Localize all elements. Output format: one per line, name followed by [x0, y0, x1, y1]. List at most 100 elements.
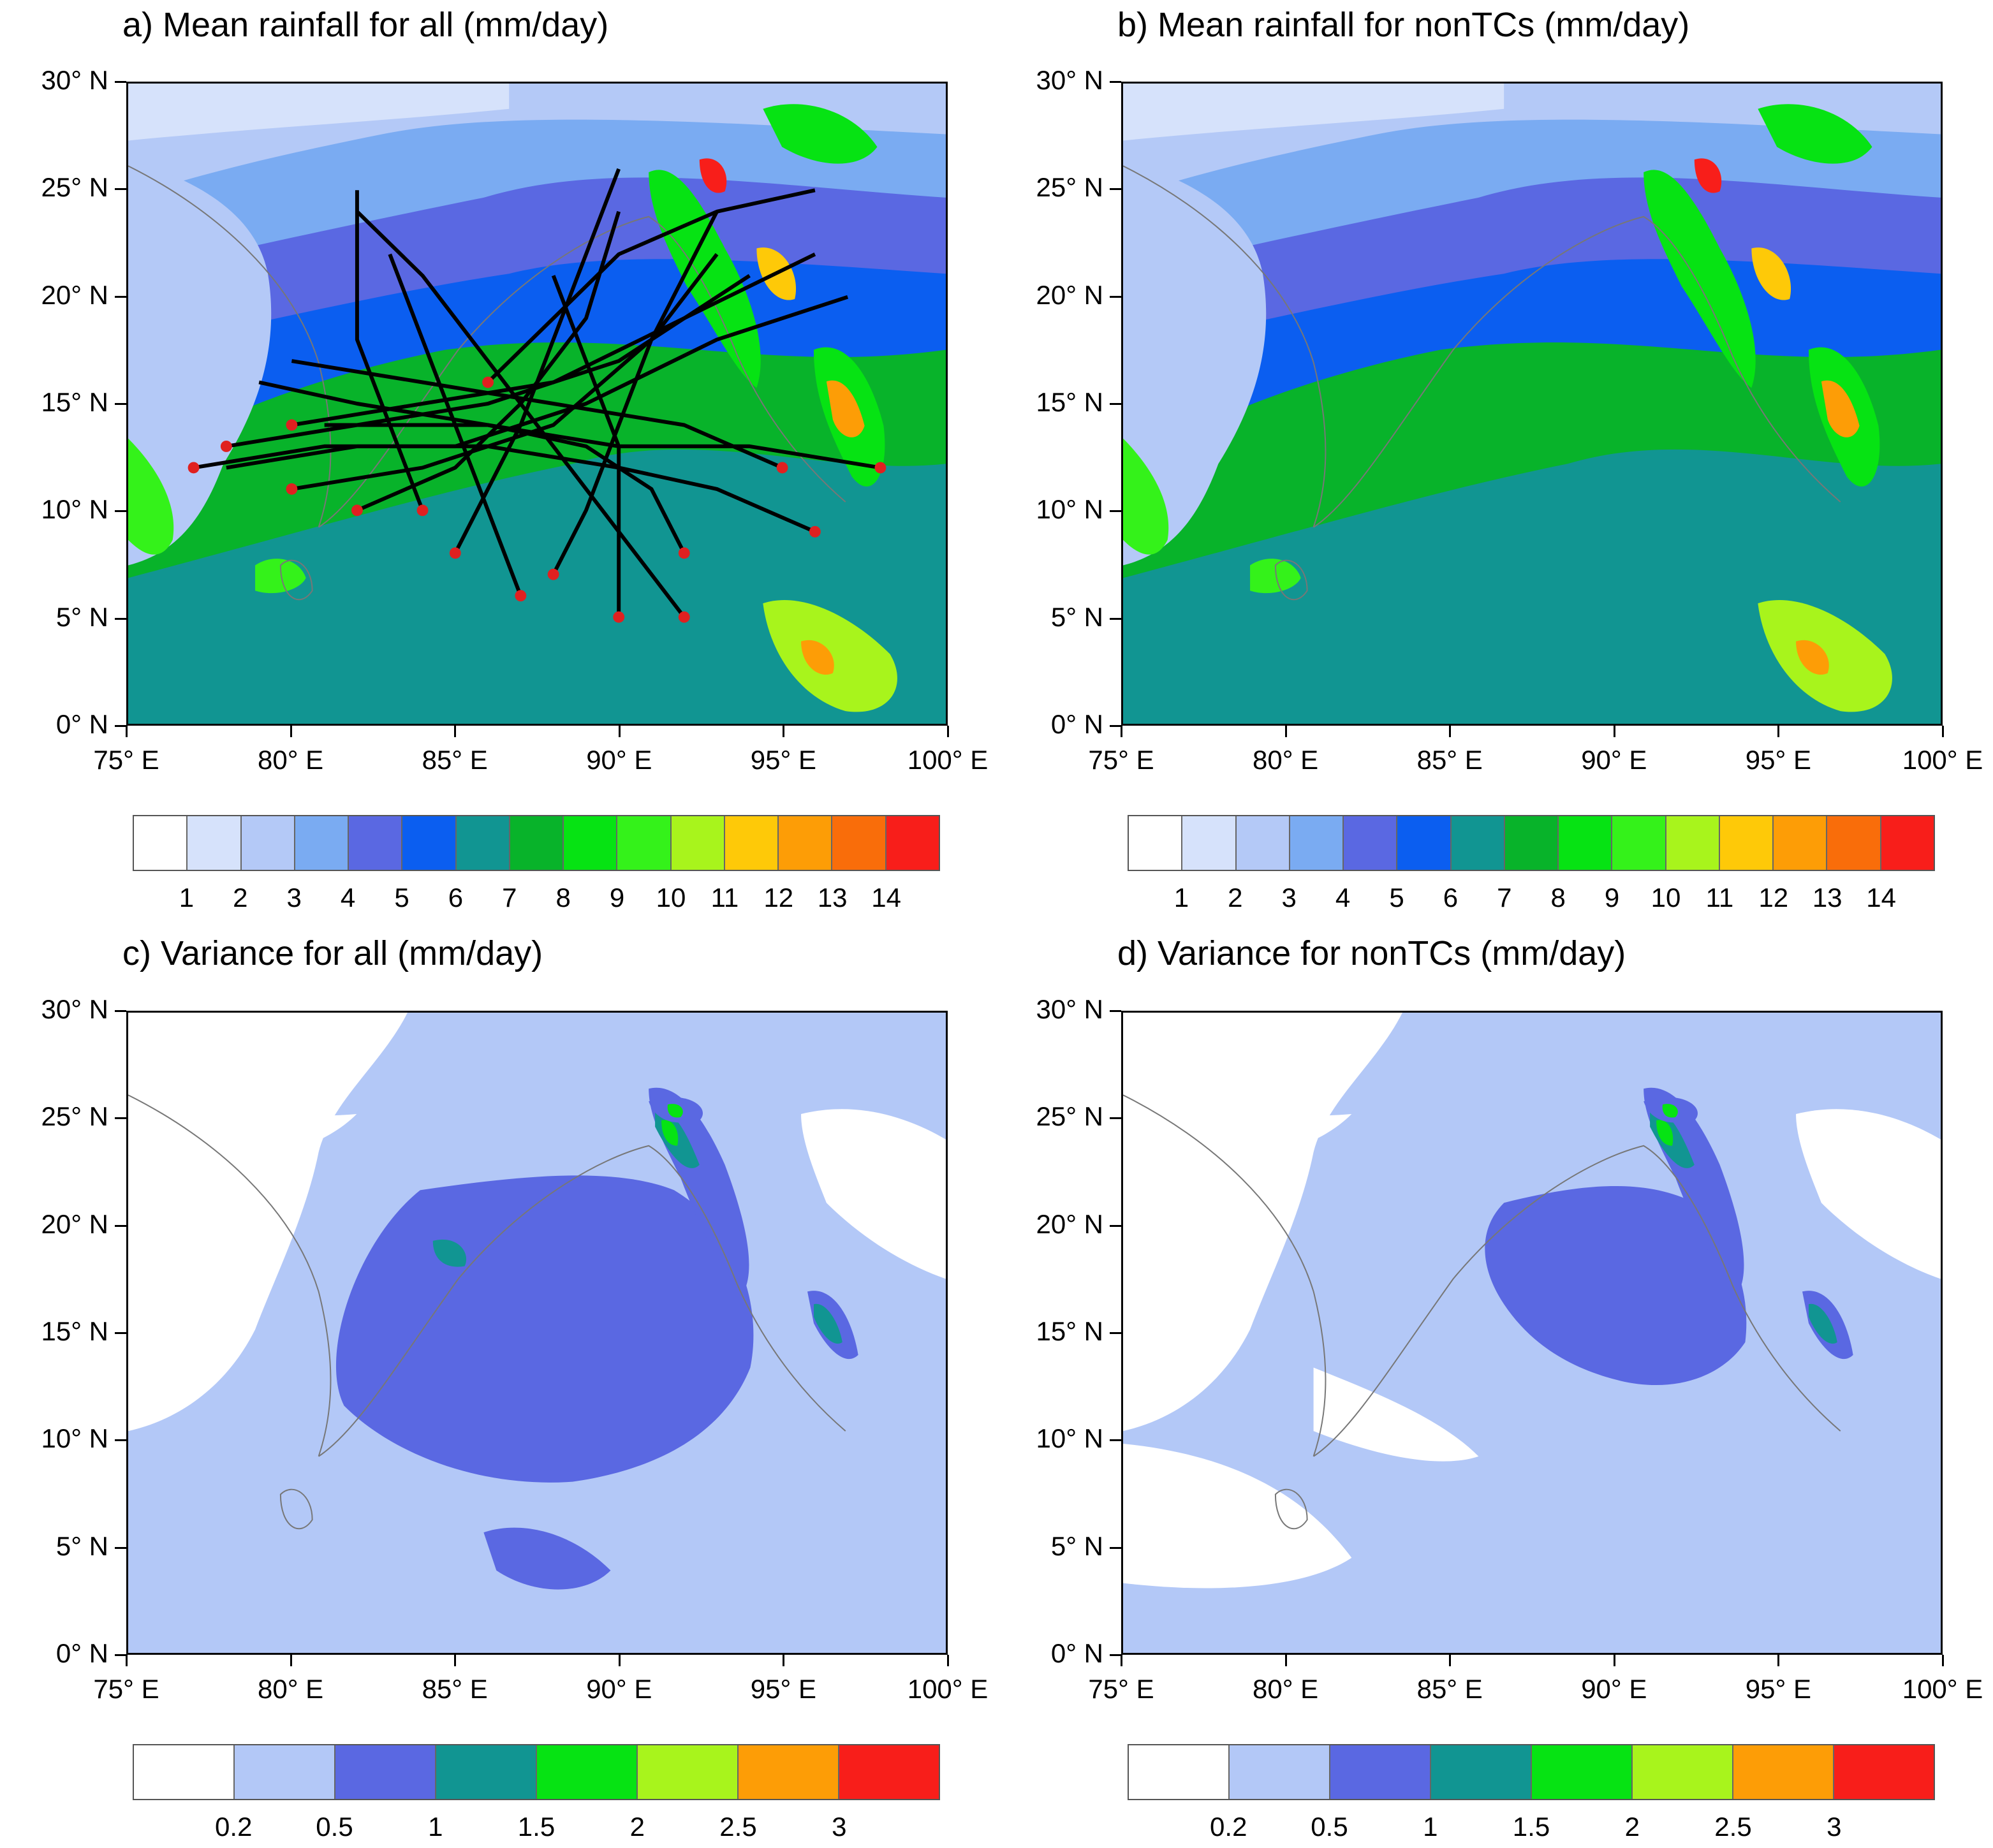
genesis-point — [678, 611, 690, 623]
lon-tick-label: 85° E — [1416, 1674, 1483, 1704]
lat-tick-mark — [1110, 1439, 1121, 1442]
colorbar-swatch — [402, 816, 457, 870]
colorbar-swatch — [1774, 816, 1828, 870]
lat-tick-label: 20° N — [41, 1208, 108, 1239]
lon-tick-label: 95° E — [750, 1674, 816, 1704]
panel-a-title: a) Mean rainfall for all (mm/day) — [122, 6, 609, 44]
panel-b-title: b) Mean rainfall for nonTCs (mm/day) — [1117, 6, 1690, 44]
lat-tick-mark — [1110, 1332, 1121, 1334]
genesis-point — [613, 611, 625, 623]
lat-tick-label: 30° N — [1036, 65, 1103, 95]
genesis-point — [678, 547, 690, 559]
lon-tick-label: 100° E — [1902, 1674, 1983, 1704]
east-low-variance — [1796, 1109, 1941, 1279]
colorbar-swatch — [886, 816, 939, 870]
cyclone-track — [355, 190, 425, 511]
colorbar-swatch — [1827, 816, 1881, 870]
colorbar-swatch — [510, 816, 564, 870]
colorbar-swatch — [832, 816, 886, 870]
colorbar-label: 1 — [179, 883, 195, 913]
bay-variance-purple — [1485, 1185, 1747, 1386]
colorbar-label: 2 — [1624, 1812, 1640, 1842]
lon-tick-mark — [1121, 726, 1122, 737]
srilanka-rain — [255, 559, 306, 594]
map-c — [126, 1011, 948, 1655]
colorbar-swatch — [1633, 1745, 1733, 1799]
lat-tick-label: 10° N — [41, 494, 108, 525]
lon-tick-mark — [783, 726, 785, 737]
lat-tick-mark — [115, 1010, 126, 1012]
andaman-variance-teal — [1808, 1303, 1837, 1344]
lon-tick-mark — [1284, 1655, 1287, 1666]
lon-tick-mark — [454, 1655, 457, 1666]
colorbar-label: 10 — [1651, 883, 1681, 913]
lat-tick-label: 5° N — [1050, 601, 1103, 632]
colorbar-label: 1 — [1423, 1812, 1438, 1842]
lat-tick-label: 15° N — [41, 387, 108, 417]
lat-tick-mark — [115, 81, 126, 83]
lat-tick-mark — [1110, 403, 1121, 405]
genesis-point — [874, 462, 886, 474]
lon-tick-label: 75° E — [93, 745, 159, 775]
andaman-rain-peak — [1821, 380, 1860, 437]
lat-tick-label: 15° N — [1036, 1316, 1103, 1346]
colorbar-swatch — [1330, 1745, 1431, 1799]
colorbar-a — [133, 815, 940, 871]
lat-tick-mark — [115, 295, 126, 298]
rain-field-palest — [1123, 84, 1504, 141]
coastline — [128, 1094, 846, 1530]
lat-tick-mark — [1110, 1117, 1121, 1120]
genesis-point — [515, 590, 527, 602]
lon-tick-mark — [1449, 1655, 1452, 1666]
lat-tick-mark — [115, 617, 126, 620]
colorbar-label: 12 — [763, 883, 794, 913]
lon-tick-label: 80° E — [257, 1674, 324, 1704]
lat-tick-label: 30° N — [41, 994, 108, 1024]
colorbar-swatch — [1666, 816, 1720, 870]
lon-tick-label: 90° E — [586, 745, 652, 775]
meghalaya-variance-peak — [1662, 1104, 1678, 1118]
cyclone-track — [388, 253, 523, 597]
lat-tick-label: 25° N — [1036, 172, 1103, 203]
andaman-rain-peak — [826, 380, 865, 437]
lat-tick-mark — [1110, 81, 1121, 83]
lon-tick-label: 90° E — [1581, 745, 1647, 775]
lat-tick-mark — [115, 1654, 126, 1656]
lon-tick-mark — [1121, 1655, 1122, 1666]
colorbar-label: 4 — [340, 883, 356, 913]
cyclone-track — [226, 274, 751, 448]
lat-tick-mark — [115, 725, 126, 727]
lon-tick-mark — [1284, 726, 1287, 737]
lon-tick-mark — [618, 1655, 621, 1666]
colorbar-swatch — [456, 816, 510, 870]
colorbar-label: 9 — [609, 883, 625, 913]
lat-tick-label: 25° N — [41, 1101, 108, 1132]
lon-tick-label: 85° E — [422, 1674, 488, 1704]
bay-variance-teal — [432, 1239, 467, 1267]
colorbar-label: 2.5 — [1714, 1812, 1752, 1842]
lon-tick-label: 90° E — [1581, 1674, 1647, 1704]
colorbar-label: 1 — [1173, 883, 1189, 913]
colorbar-label: 2 — [233, 883, 248, 913]
map-d — [1121, 1011, 1943, 1655]
lat-tick-mark — [115, 1439, 126, 1442]
lat-tick-mark — [115, 403, 126, 405]
lat-tick-mark — [1110, 1224, 1121, 1227]
lat-tick-mark — [1110, 617, 1121, 620]
lat-tick-label: 25° N — [1036, 1101, 1103, 1132]
lat-tick-label: 5° N — [1050, 1530, 1103, 1561]
lat-tick-mark — [115, 1117, 126, 1120]
lon-tick-label: 75° E — [1088, 1674, 1154, 1704]
lat-tick-label: 30° N — [1036, 994, 1103, 1024]
colorbar-swatch — [1344, 816, 1398, 870]
lon-tick-mark — [290, 726, 292, 737]
cyclone-track — [258, 380, 686, 554]
colorbar-swatch — [241, 816, 295, 870]
lon-tick-label: 100° E — [907, 1674, 989, 1704]
arakan-peak — [1751, 247, 1791, 300]
lon-tick-label: 80° E — [1252, 1674, 1319, 1704]
colorbar-label: 8 — [1550, 883, 1566, 913]
lat-tick-label: 20° N — [41, 279, 108, 310]
lat-tick-label: 15° N — [41, 1316, 108, 1346]
panel-c-title: c) Variance for all (mm/day) — [122, 934, 543, 972]
